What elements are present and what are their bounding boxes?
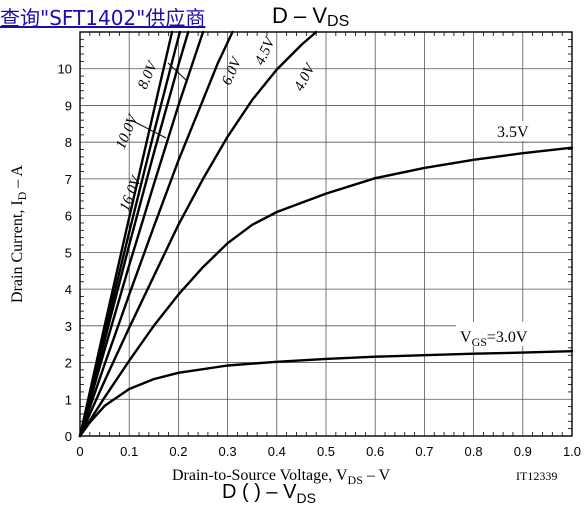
- leader-line-8v: [167, 62, 187, 81]
- y-tick-label: 5: [65, 245, 72, 260]
- y-tick-label: 2: [65, 356, 72, 371]
- series-label-vgs-3-0v: VGS=3.0V: [460, 329, 528, 349]
- label-bg-vgs-3-0v: [456, 322, 568, 346]
- y-tick-label: 6: [65, 209, 72, 224]
- id-vds-chart: 0 0.1 0.2 0.3 0.4 0.5 0.6 0.7 0.8 0.9 1.0 0 1 2 3 4 5 6 7 8…: [9, 30, 581, 487]
- series-label-3-5v: 3.5V: [497, 124, 529, 141]
- y-tick-label: 10: [58, 62, 72, 77]
- series-line-8-0v: [78, 30, 190, 438]
- series-line-10-0v: [78, 30, 182, 438]
- x-axis-label: Drain-to-Source Voltage, VDS – V: [172, 467, 391, 487]
- series-label-4-5v: 4.5V: [252, 34, 279, 68]
- series-line-vgs-3-0v: [78, 350, 574, 438]
- y-axis-label: Drain Current, ID – A: [9, 165, 29, 303]
- x-tick-label: 0.2: [169, 444, 187, 459]
- figure-code: IT12339: [516, 469, 557, 483]
- label-bg-3-5v: [492, 121, 544, 141]
- x-tick-label: 0.5: [317, 444, 335, 459]
- plot-frame: [79, 31, 573, 437]
- series-line-4-5v: [78, 30, 234, 438]
- y-tick-label: 9: [65, 98, 72, 113]
- chart-title-sub: DS: [327, 13, 350, 30]
- series-label-8-0v: 8.0V: [135, 58, 162, 92]
- x-tick-label: 0.3: [219, 444, 237, 459]
- series-label-6-0v: 6.0V: [219, 54, 246, 88]
- y-tick-label: 4: [65, 282, 72, 297]
- x-tick-label: 0.1: [120, 444, 138, 459]
- x-tick-label: 0.4: [268, 444, 286, 459]
- series-line-6-0v: [78, 30, 205, 438]
- x-tick-label: 0.9: [514, 444, 532, 459]
- chart-title-fragment: D – VDS: [272, 0, 349, 36]
- supplier-search-link[interactable]: 查询"SFT1402"供应商: [0, 0, 212, 40]
- x-tick-label: 0: [76, 444, 83, 459]
- series-line-16-0v: [78, 30, 174, 438]
- y-tick-label: 1: [65, 392, 72, 407]
- x-tick-label: 0.8: [465, 444, 483, 459]
- y-tick-label: 0: [65, 429, 72, 444]
- series-line-4-0v: [78, 30, 318, 438]
- y-tick-label: 8: [65, 135, 72, 150]
- chart-title-main: D – V: [272, 3, 328, 28]
- x-tick-label: 1.0: [563, 444, 581, 459]
- series-label-4-0v: 4.0V: [291, 60, 319, 94]
- leader-line-10v: [130, 119, 167, 139]
- y-tick-label: 3: [65, 319, 72, 334]
- x-tick-label: 0.7: [415, 444, 433, 459]
- series-label-10-0v: 10.0V: [113, 111, 142, 152]
- x-tick-label: 0.6: [366, 444, 384, 459]
- y-tick-label: 7: [65, 172, 72, 187]
- series-line-3-5v: [78, 146, 574, 438]
